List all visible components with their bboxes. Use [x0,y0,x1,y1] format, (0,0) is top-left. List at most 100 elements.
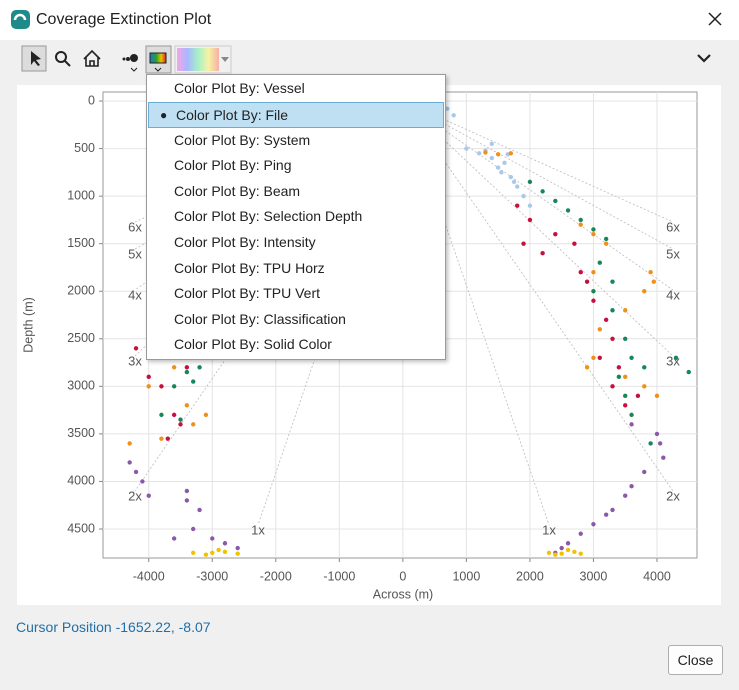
data-point [515,203,520,208]
data-point [616,374,622,380]
coverage-label: 4x [666,287,680,302]
data-point [540,189,545,194]
menu-item-label: Color Plot By: File [176,106,289,123]
data-point [235,545,240,551]
menu-item-label: Color Plot By: Classification [174,310,346,327]
data-point [502,160,507,166]
menu-item[interactable]: Color Plot By: Ping [147,153,445,179]
x-tick-label: -2000 [260,569,292,583]
data-point [508,151,514,156]
data-point [603,236,609,242]
menu-item[interactable]: Color Plot By: System [147,128,445,154]
menu-item[interactable]: Color Plot By: TPU Horz [147,256,445,282]
coverage-label: 2x [128,488,142,503]
x-tick-label: -4000 [133,569,165,583]
data-point [623,374,628,380]
selected-bullet: ● [160,107,168,122]
data-point [527,203,533,208]
menu-item[interactable]: Color Plot By: Vessel [147,76,445,102]
expand-chevron[interactable] [697,54,711,63]
data-point [642,469,647,475]
coverage-label: 6x [666,219,680,234]
menu-item[interactable]: Color Plot By: Intensity [147,230,445,256]
menu-item[interactable]: Color Plot By: TPU Vert [147,281,445,307]
menu-item[interactable]: Color Plot By: Solid Color [147,332,445,358]
menu-item[interactable]: ● Color Plot By: File [148,101,444,128]
menu-item[interactable]: Color Plot By: Beam [147,179,445,205]
data-point [483,150,488,155]
menu-item[interactable]: Color Plot By: Selection Depth [147,204,445,230]
data-point [184,488,190,494]
zoom-tool[interactable] [55,51,71,67]
coverage-line [402,100,674,291]
data-point [140,479,145,484]
data-point [629,422,634,427]
menu-item[interactable]: Color Plot By: Classification [147,307,445,333]
data-point [578,217,583,223]
data-point [527,179,533,185]
data-point [559,545,564,551]
coverage-label: 2x [666,488,680,503]
data-point [654,393,660,399]
data-point [184,369,190,375]
title-icons [11,10,722,29]
close-button[interactable]: Close [668,645,723,675]
coverage-line [402,100,674,250]
data-point [191,379,196,384]
data-point [578,222,583,227]
data-point [559,551,564,556]
data-point [159,384,164,389]
x-tick-label: 1000 [452,569,480,583]
data-point [635,393,641,399]
data-point [591,289,596,294]
data-point [623,493,628,498]
close-x[interactable] [708,12,722,26]
data-point [553,198,558,204]
coverage-line [402,100,550,526]
data-point [540,250,545,256]
colormap-dropdown[interactable] [174,45,232,74]
data-point [610,336,615,341]
data-point [133,346,139,351]
data-point [603,512,609,517]
coverage-line [402,100,674,223]
data-point [629,483,634,489]
data-point [445,106,450,111]
data-point [146,493,151,498]
data-point [642,384,647,389]
data-point [591,522,596,527]
data-point [584,365,590,370]
data-point [203,412,209,418]
data-point [654,431,660,437]
y-tick-label: 1500 [67,236,95,250]
data-point [222,549,228,555]
data-point [610,279,615,284]
x-tick-label: 4000 [643,569,671,583]
data-point [451,113,456,118]
home-tool[interactable] [83,49,101,67]
y-tick-label: 4000 [67,474,95,488]
data-point [584,279,590,284]
data-point [159,412,164,418]
cursor-position: Cursor Position -1652.22, -8.07 [16,619,211,635]
data-point [165,436,170,441]
data-point [495,152,501,157]
data-point [222,541,228,546]
data-point [476,151,482,156]
x-tick-label: 3000 [580,569,608,583]
x-tick-label: 2000 [516,569,544,583]
toolbar [21,45,711,74]
coverage-label: 1x [251,522,265,537]
data-point [597,260,602,265]
data-point [565,541,571,546]
data-point [623,393,628,399]
data-point [197,507,202,513]
x-axis-label: Across (m) [373,587,433,601]
point-size-tool[interactable] [122,54,139,72]
data-point [591,298,596,303]
x-tick-label: 0 [399,569,406,583]
data-point [184,403,190,408]
data-point [171,384,177,389]
data-point [603,317,609,322]
